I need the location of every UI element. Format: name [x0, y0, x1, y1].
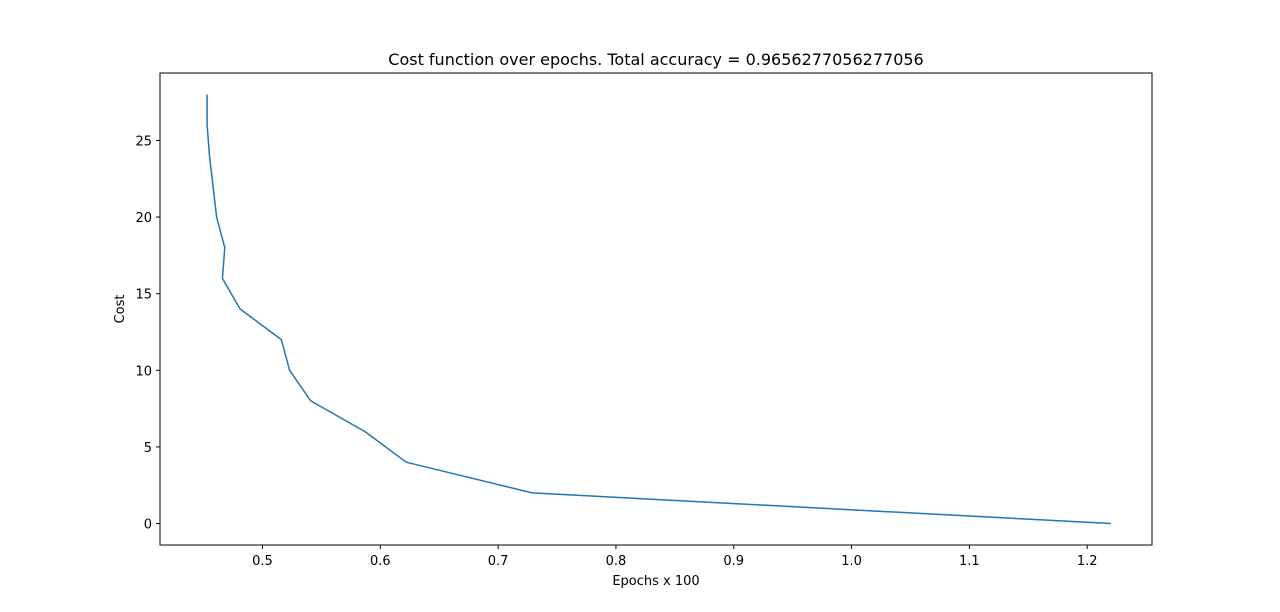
x-axis-ticks: 0.5 0.6 0.7 0.8 0.9 1.0 1.1 1.2: [252, 545, 1098, 569]
x-tick-label: 1.1: [959, 554, 980, 569]
y-axis-label: Cost: [113, 295, 128, 324]
x-tick-label: 1.0: [841, 554, 862, 569]
y-tick-label: 5: [144, 441, 152, 456]
plot-area: [206, 94, 1111, 525]
x-tick-label: 0.8: [606, 554, 627, 569]
x-tick-label: 0.9: [723, 554, 744, 569]
y-tick-label: 25: [135, 134, 152, 149]
x-axis-label: Epochs x 100: [612, 574, 699, 589]
y-tick-label: 0: [144, 518, 152, 533]
y-tick-label: 15: [135, 288, 152, 303]
x-tick-label: 0.7: [488, 554, 509, 569]
x-tick-label: 0.6: [370, 554, 391, 569]
y-axis-ticks: 0 5 10 15 20 25: [135, 134, 160, 533]
y-tick-label: 10: [135, 364, 152, 379]
y-tick-label: 20: [135, 211, 152, 226]
cost-series-line: [206, 94, 1111, 525]
x-tick-label: 1.2: [1077, 554, 1098, 569]
plot-frame: [159, 72, 1153, 546]
x-tick-label: 0.5: [252, 554, 273, 569]
chart-title: Cost function over epochs. Total accurac…: [388, 50, 923, 69]
